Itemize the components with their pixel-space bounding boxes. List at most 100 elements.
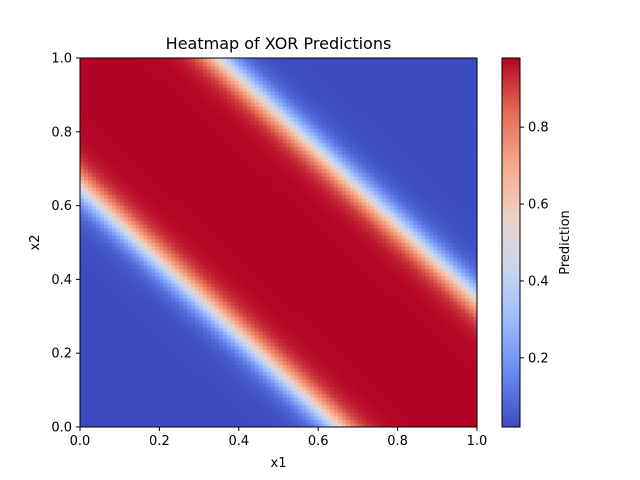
heatmap-cell [230,327,236,332]
heatmap-cell [266,412,272,417]
heatmap-cell [203,301,208,306]
heatmap-cell [99,272,105,277]
heatmap-cell [211,353,216,358]
heatmap-cell [203,367,208,373]
heatmap-cell [290,257,295,262]
heatmap-cell [83,404,89,410]
heatmap-cell [83,415,89,421]
heatmap-cell [270,268,276,273]
heatmap-cell [385,356,391,362]
heatmap-cell [417,342,422,347]
heatmap-cell [87,260,93,266]
heatmap-cell [274,246,279,251]
heatmap-cell [465,283,470,288]
heatmap-cell [417,401,422,406]
heatmap-cell [373,319,379,325]
heatmap-cell [127,286,133,291]
heatmap-cell [433,327,438,332]
heatmap-cell [290,397,295,402]
heatmap-cell [357,260,363,266]
heatmap-cell [207,393,212,398]
heatmap-cell [199,375,204,380]
heatmap-cell [139,283,145,288]
heatmap-cell [95,386,101,391]
heatmap-cell [334,253,339,258]
heatmap-cell [167,272,172,277]
heatmap-cell [429,319,434,325]
heatmap-cell [322,390,327,395]
heatmap-cell [310,334,315,339]
heatmap-cell [365,268,371,273]
heatmap-cell [222,257,228,262]
heatmap-cell [103,283,109,288]
heatmap-cell [334,382,339,387]
heatmap-cell [80,356,85,362]
heatmap-cell [369,412,375,417]
heatmap-cell [473,415,477,421]
heatmap-cell [167,279,172,284]
heatmap-cell [393,349,399,354]
heatmap-cell [218,408,224,413]
heatmap-cell [357,404,363,410]
heatmap-cell [159,260,164,266]
heatmap-cell [377,338,383,343]
heatmap-cell [314,379,319,384]
heatmap-cell [274,390,279,395]
heatmap-cell [349,342,355,347]
heatmap-cell [318,375,323,380]
heatmap-cell [417,345,422,351]
heatmap-cell [143,260,148,266]
heatmap-cell [147,379,152,384]
heatmap-cell [175,345,180,351]
heatmap-cell [211,286,216,291]
heatmap-cell [80,275,85,280]
heatmap-cell [143,386,148,391]
heatmap-cell [230,397,236,402]
heatmap-cell [171,312,176,317]
heatmap-cell [238,393,244,398]
heatmap-cell [171,390,176,395]
heatmap-cell [258,360,264,365]
heatmap-cell [286,249,291,255]
heatmap-cell [473,283,477,288]
heatmap-cell [385,249,391,255]
heatmap-cell [195,283,200,288]
heatmap-cell [115,331,121,336]
heatmap-cell [453,279,458,284]
heatmap-cell [326,364,331,369]
heatmap-cell [377,297,383,303]
heatmap-cell [473,349,477,354]
heatmap-cell [171,379,176,384]
heatmap-cell [175,397,180,402]
heatmap-cell [222,345,228,351]
heatmap-cell [385,393,391,398]
heatmap-cell [282,290,287,295]
heatmap-cell [238,249,244,255]
heatmap-cell [270,349,276,354]
heatmap-cell [266,397,272,402]
heatmap-cell [278,401,283,406]
heatmap-cell [353,390,359,395]
heatmap-cell [187,297,192,303]
heatmap-cell [334,401,339,406]
heatmap-cell [278,305,283,310]
heatmap-cell [461,371,466,376]
heatmap-cell [163,272,168,277]
heatmap-cell [437,334,442,339]
heatmap-cell [433,316,438,321]
heatmap-cell [214,364,220,369]
heatmap-cell [207,408,212,413]
heatmap-cell [254,260,260,266]
heatmap-cell [143,415,148,421]
heatmap-cell [214,290,220,295]
heatmap-cell [187,268,192,273]
heatmap-cell [167,286,172,291]
heatmap-cell [473,290,477,295]
heatmap-cell [99,327,105,332]
heatmap-cell [334,316,339,321]
heatmap-cell [131,382,137,387]
heatmap-cell [203,319,208,325]
heatmap-cell [163,338,168,343]
heatmap-cell [179,349,184,354]
heatmap-cell [282,305,287,310]
